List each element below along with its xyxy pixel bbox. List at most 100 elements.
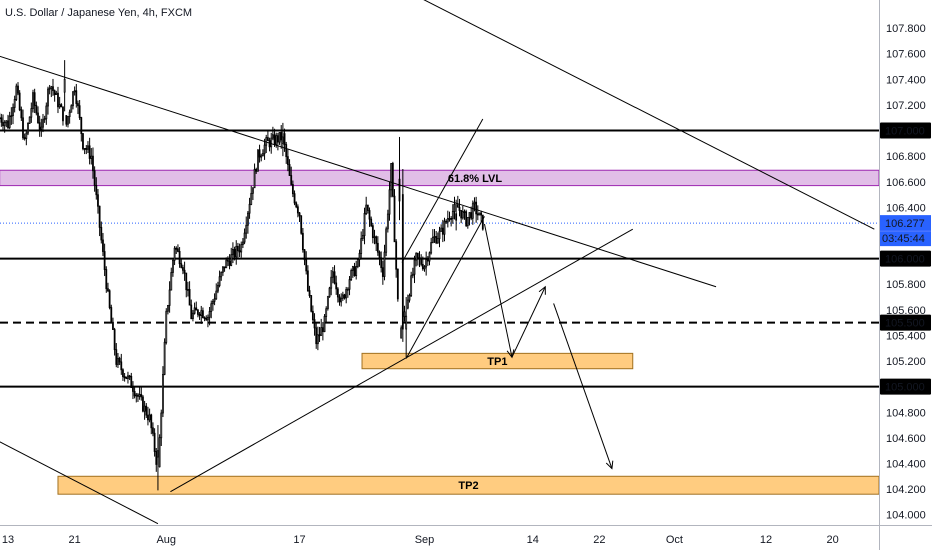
candle-body [197, 309, 199, 315]
candle-body [188, 288, 191, 306]
candle-body [93, 170, 96, 186]
candle-body [358, 252, 361, 261]
candle-body [150, 414, 153, 429]
candle-body [158, 437, 161, 468]
candle-body [173, 247, 176, 261]
current-price-value: 106.277 [885, 218, 925, 230]
candle-body [360, 238, 363, 254]
y-tick-label: 105.800 [886, 279, 926, 291]
candle-body [187, 288, 189, 291]
candle-body [456, 204, 459, 208]
candle-body [468, 212, 471, 218]
candle-body [290, 175, 293, 185]
candle-body [480, 212, 483, 216]
candle-body [296, 206, 299, 214]
candle-body [465, 211, 468, 227]
y-tick-label: 106.400 [886, 202, 926, 214]
candle-body [351, 266, 354, 271]
candle-body [208, 311, 211, 318]
candle-body [252, 187, 254, 194]
y-tick-label: 104.200 [886, 484, 926, 496]
candle-body [33, 92, 36, 106]
candle-body [17, 85, 19, 94]
level-price-tag-text: 106.000 [885, 254, 925, 266]
candle-body [275, 135, 278, 145]
candle-body [128, 375, 131, 378]
candle-body [12, 107, 14, 116]
x-tick-label: 14 [527, 534, 539, 546]
candle-body [48, 87, 51, 90]
zone-label-1: TP1 [487, 356, 507, 368]
candle-body [463, 211, 466, 214]
candle-body [258, 149, 261, 158]
candle-body [476, 213, 479, 216]
x-tick-label: Sep [415, 534, 435, 546]
trend-line [0, 55, 717, 288]
candle-body [237, 245, 239, 252]
level-price-tag [880, 314, 931, 331]
candle-body [217, 285, 219, 292]
candle-body [8, 115, 11, 128]
candle-body [88, 145, 91, 159]
level-price-tag [880, 250, 931, 267]
candle-body [255, 168, 258, 172]
candle-body [436, 238, 439, 244]
candle-body [248, 203, 251, 214]
candle-body [30, 108, 33, 118]
candle-body [23, 137, 26, 140]
candle-body [335, 282, 338, 290]
candle-body [100, 226, 103, 241]
y-tick-label: 107.400 [886, 74, 926, 86]
candle-body [336, 288, 339, 298]
candle-body [47, 88, 49, 107]
candle-body [85, 148, 88, 150]
candle-body [271, 134, 274, 139]
candle-body [212, 300, 214, 305]
candle-body [425, 259, 428, 268]
candle-body [478, 212, 481, 216]
candle-body [383, 251, 386, 277]
candle-body [233, 249, 236, 258]
candle-body [295, 202, 298, 208]
candle-body [245, 224, 248, 234]
candle-body [390, 163, 393, 191]
candle-body [408, 294, 411, 301]
candle-body [205, 317, 208, 321]
candle-body [102, 239, 104, 252]
candle-body [195, 307, 198, 311]
candle-body [172, 259, 174, 273]
candle-body [340, 297, 343, 303]
candle-body [157, 450, 159, 458]
y-tick-label: 104.400 [886, 458, 926, 470]
candle-body [185, 272, 188, 291]
candle-body [265, 137, 268, 146]
candle-body [77, 103, 79, 107]
candle-body [356, 259, 359, 267]
candle-body [182, 267, 184, 271]
candle-body [313, 319, 316, 329]
candle-body [170, 272, 173, 291]
candle-body [451, 211, 454, 220]
candle-body [433, 236, 436, 238]
candle-body [107, 288, 109, 292]
candle-body [403, 311, 406, 318]
candle-body [198, 313, 201, 316]
x-tick-label: 20 [827, 534, 839, 546]
candle-body [50, 86, 53, 89]
candle-body [311, 310, 314, 320]
candle-body [82, 133, 84, 150]
candle-body [5, 120, 8, 124]
candle-body [230, 254, 233, 266]
candle-body [3, 122, 6, 127]
y-tick-label: 106.800 [886, 151, 926, 163]
price-axis-bg [879, 0, 932, 550]
candles [0, 60, 484, 491]
candle-body [418, 257, 421, 260]
candle-body [220, 271, 223, 278]
candle-body [232, 249, 234, 256]
candle-body [25, 132, 28, 139]
candle-body [227, 259, 229, 262]
candle-body [7, 120, 9, 128]
